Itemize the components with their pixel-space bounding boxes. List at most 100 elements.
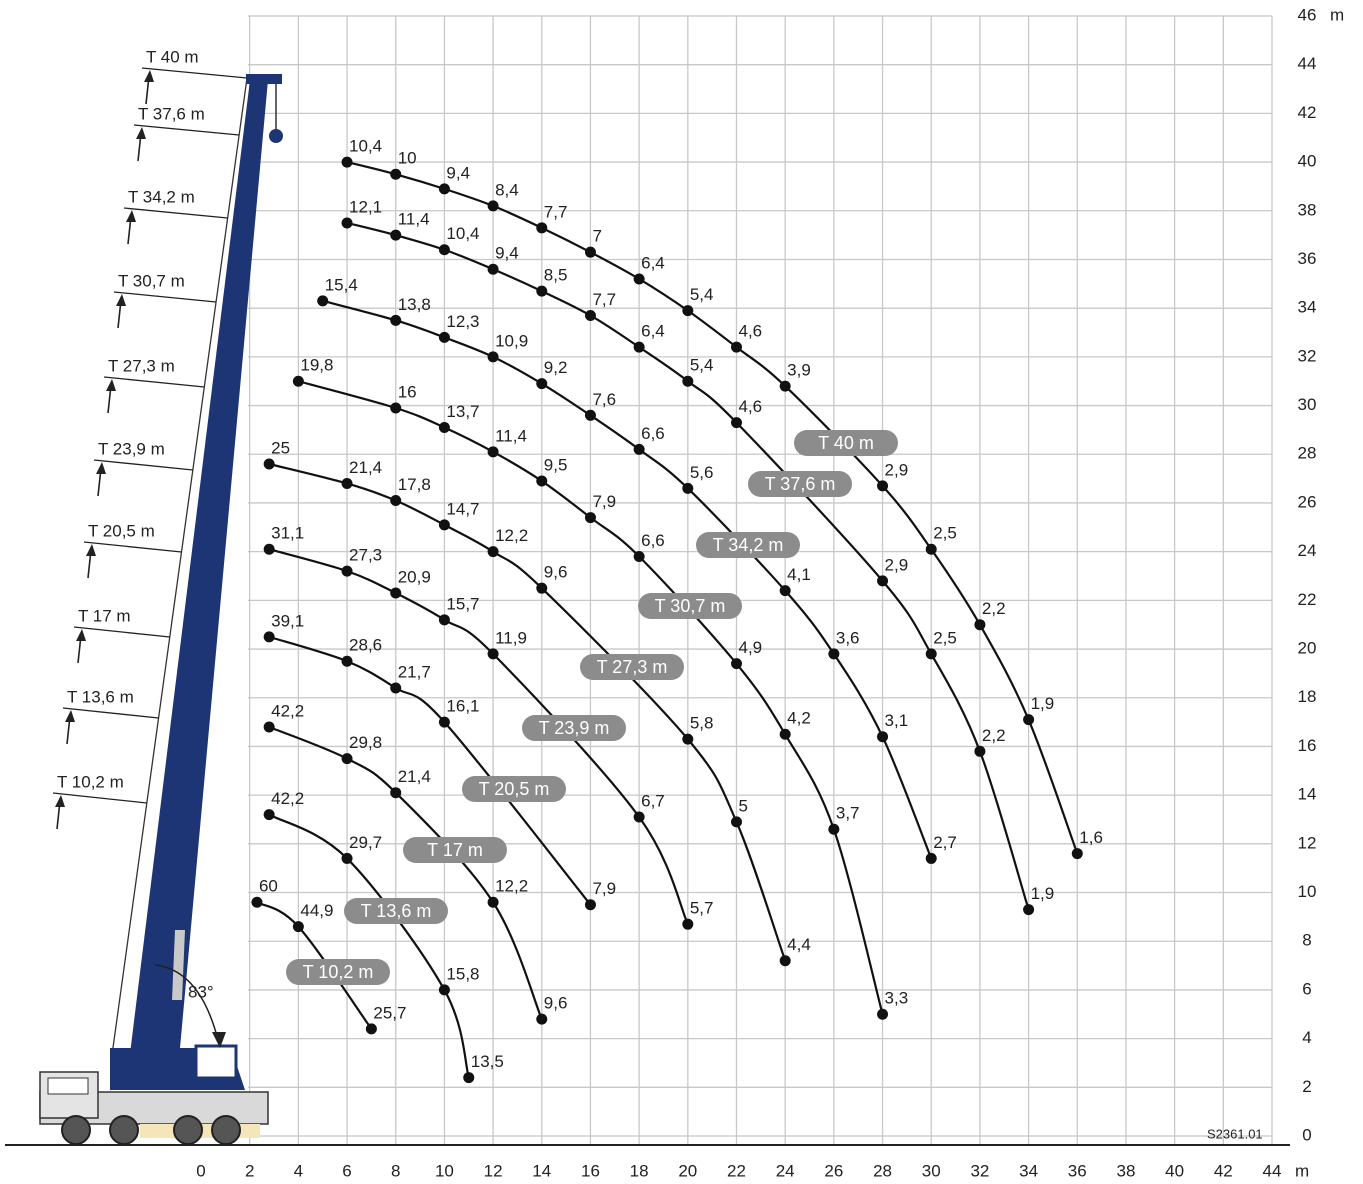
load-label: 2,9: [885, 555, 909, 574]
load-label: 2,2: [982, 726, 1006, 745]
load-point: [487, 263, 499, 275]
wheel: [211, 1115, 241, 1145]
x-tick-label: 24: [776, 1161, 795, 1180]
load-point: [633, 551, 645, 563]
y-tick-label: 36: [1298, 249, 1317, 268]
crane: [39, 74, 283, 1145]
load-point: [263, 458, 275, 470]
load-point: [341, 655, 353, 667]
load-label: 4,2: [787, 709, 811, 728]
load-point: [584, 309, 596, 321]
load-label: 12,2: [495, 877, 528, 896]
load-label: 2,7: [933, 833, 957, 852]
load-point: [682, 918, 694, 930]
load-point: [487, 351, 499, 363]
load-point: [828, 648, 840, 660]
load-label: 11,9: [495, 628, 527, 647]
load-point: [341, 477, 353, 489]
y-tick-label: 22: [1298, 590, 1317, 609]
load-label: 28,6: [349, 636, 382, 655]
load-label: 27,3: [349, 546, 382, 565]
load-label: 42,2: [271, 789, 304, 808]
boom-pill: [286, 959, 390, 985]
boom-length-tick: [83, 541, 182, 553]
load-label: 12,3: [446, 312, 479, 331]
load-point: [974, 745, 986, 757]
y-tick-label: 30: [1298, 395, 1317, 414]
y-tick-label: 16: [1298, 736, 1317, 755]
boom-length-label: T 37,6 m: [138, 104, 205, 123]
x-tick-label: 40: [1165, 1161, 1184, 1180]
load-label: 5,7: [690, 899, 714, 918]
boom-pill: [522, 715, 626, 741]
cylinder: [172, 930, 185, 1000]
load-label: 6,6: [641, 531, 665, 550]
load-point: [341, 217, 353, 229]
load-point: [438, 984, 450, 996]
load-point: [536, 222, 548, 234]
y-tick-label: 28: [1298, 444, 1317, 463]
boom-length-tick: [133, 124, 240, 136]
x-tick-label: 8: [391, 1161, 400, 1180]
load-point: [341, 156, 353, 168]
load-point: [731, 417, 742, 429]
load-label: 3,7: [836, 804, 860, 823]
boom-pill: [580, 654, 684, 680]
load-point: [463, 1072, 475, 1084]
y-tick-label: 6: [1302, 979, 1311, 998]
load-point: [263, 721, 275, 733]
load-label: 5: [739, 796, 748, 815]
load-label: 5,4: [690, 356, 714, 375]
x-tick-label: 44: [1263, 1161, 1282, 1180]
wheel: [109, 1115, 139, 1145]
load-label: 29,7: [349, 833, 382, 852]
boom-length-tick: [62, 707, 159, 719]
boom-pill-label: T 37,6 m: [765, 474, 836, 494]
load-label: 13,7: [446, 402, 479, 421]
load-label: 1,9: [1031, 884, 1055, 903]
arrow-head: [96, 462, 106, 474]
load-point: [438, 183, 450, 195]
load-point: [731, 816, 742, 828]
load-label: 16: [398, 382, 417, 401]
y-tick-label: 44: [1298, 54, 1317, 73]
boom-pill-label: T 27,3 m: [597, 657, 668, 677]
load-label: 21,7: [398, 662, 431, 681]
x-tick-label: 6: [342, 1161, 351, 1180]
load-label: 39,1: [271, 611, 304, 630]
boom-pill: [344, 898, 448, 924]
truck-window: [47, 1077, 89, 1095]
load-point: [487, 896, 499, 908]
load-label: 25: [271, 438, 290, 457]
y-tick-label: 46: [1298, 5, 1317, 24]
boom-pill-label: T 34,2 m: [713, 535, 784, 555]
load-label: 7,6: [592, 390, 616, 409]
load-point: [438, 614, 450, 626]
load-label: 31,1: [271, 524, 304, 543]
arrow-head: [136, 127, 146, 139]
load-point: [1071, 848, 1083, 860]
load-point: [633, 811, 645, 823]
angle-arc: [154, 964, 219, 1041]
load-label: 9,6: [544, 563, 568, 582]
load-point: [487, 200, 499, 212]
load-label: 9,4: [446, 163, 470, 182]
load-label: 42,2: [271, 701, 304, 720]
boom-pill: [638, 593, 742, 619]
load-label: 2,2: [982, 599, 1006, 618]
load-label: 9,5: [544, 456, 568, 475]
load-label: 16,1: [446, 697, 479, 716]
load-point: [731, 341, 742, 353]
x-tick-label: 14: [532, 1161, 551, 1180]
load-point: [390, 682, 402, 694]
boom-length-tick: [93, 459, 193, 471]
angle-label: 83°: [188, 982, 214, 1001]
load-label: 9,4: [495, 244, 519, 263]
load-point: [263, 543, 275, 555]
load-point: [390, 314, 402, 326]
y-tick-label: 20: [1298, 639, 1317, 658]
load-point: [292, 921, 304, 933]
load-point: [877, 731, 889, 743]
arrow-head: [126, 210, 136, 222]
load-label: 6,4: [641, 253, 665, 272]
